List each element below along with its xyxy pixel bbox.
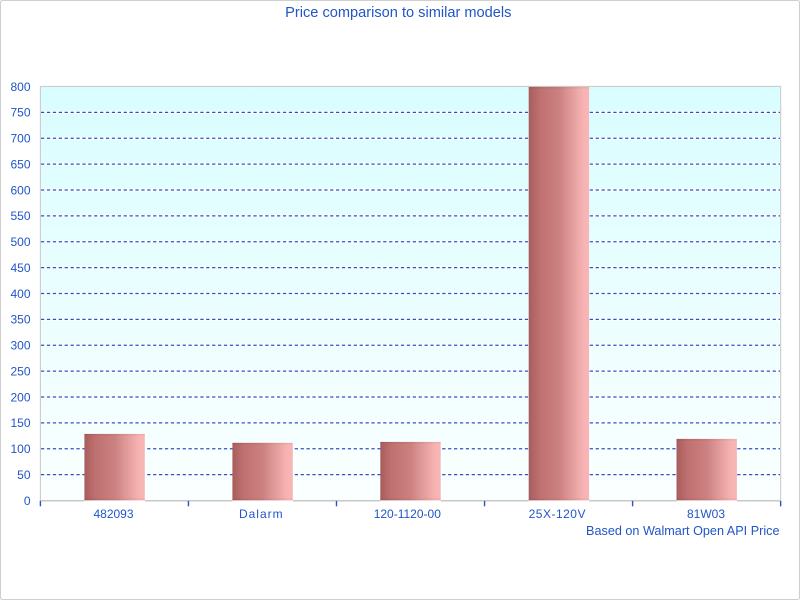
svg-text:300: 300 xyxy=(10,339,30,353)
svg-text:120-1120-00: 120-1120-00 xyxy=(374,507,441,521)
svg-text:Price comparison to similar mo: Price comparison to similar models xyxy=(285,5,511,21)
svg-text:150: 150 xyxy=(10,416,30,430)
svg-text:250: 250 xyxy=(10,364,30,378)
svg-text:500: 500 xyxy=(10,235,30,249)
svg-text:81W03: 81W03 xyxy=(687,507,725,521)
svg-text:350: 350 xyxy=(10,313,30,327)
svg-text:200: 200 xyxy=(10,390,30,404)
svg-text:450: 450 xyxy=(10,261,30,275)
svg-text:600: 600 xyxy=(10,183,30,197)
svg-text:650: 650 xyxy=(10,157,30,171)
svg-text:700: 700 xyxy=(10,132,30,146)
svg-text:400: 400 xyxy=(10,287,30,301)
svg-text:25X-120V: 25X-120V xyxy=(529,507,586,521)
svg-text:100: 100 xyxy=(10,442,30,456)
svg-text:Based on Walmart Open API Pric: Based on Walmart Open API Price xyxy=(586,524,779,538)
svg-text:Dalarm: Dalarm xyxy=(239,507,284,521)
svg-text:482093: 482093 xyxy=(93,507,133,521)
svg-text:0: 0 xyxy=(24,494,31,508)
svg-text:50: 50 xyxy=(17,468,31,482)
svg-text:800: 800 xyxy=(10,80,30,94)
svg-text:750: 750 xyxy=(10,106,30,120)
svg-text:550: 550 xyxy=(10,209,30,223)
